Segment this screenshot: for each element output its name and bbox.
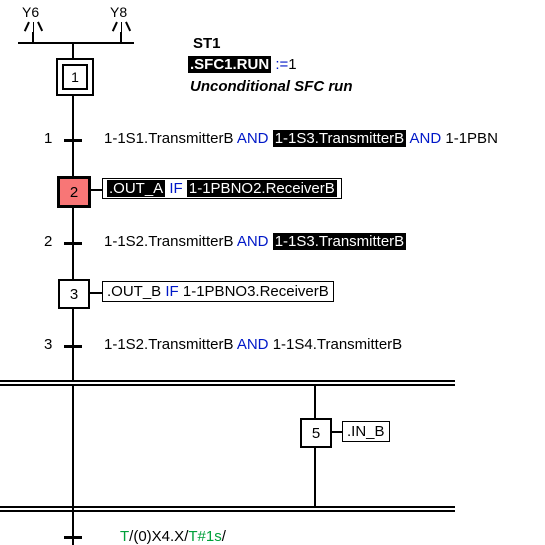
action-connector — [330, 431, 342, 433]
step-5[interactable]: 5 — [300, 418, 332, 448]
and-keyword: AND — [237, 233, 269, 250]
t1-c: 1-1PBN — [445, 130, 498, 147]
vline-bottom — [72, 512, 74, 545]
sfc-diagram: Y6 Y8 ST1 .SFC1.RUN :=1 Unconditional SF… — [0, 0, 545, 545]
axis-label-y8: Y8 — [110, 4, 127, 20]
if-keyword: IF — [169, 180, 182, 197]
transition-3-num: 3 — [44, 336, 52, 353]
bf-tail: T#1s — [188, 528, 221, 545]
action-connector — [88, 189, 102, 191]
step-2-label: 2 — [70, 184, 78, 201]
hline — [18, 42, 134, 44]
bf-t: T — [120, 528, 129, 545]
transition-tick-icon[interactable] — [64, 242, 82, 245]
step-3[interactable]: 3 — [58, 279, 90, 309]
transition-1-num: 1 — [44, 130, 52, 147]
vline-to-step5 — [314, 386, 316, 418]
transition-1-expr: 1-1S1.TransmitterB AND 1-1S3.Transmitter… — [104, 130, 498, 147]
st-label: ST1 — [193, 35, 221, 52]
t1-b: 1-1S3.TransmitterB — [273, 130, 407, 147]
action-connector — [88, 292, 102, 294]
sfc-run-line: .SFC1.RUN :=1 — [188, 56, 297, 73]
transition-tick-icon[interactable] — [64, 139, 82, 142]
subtitle: Unconditional SFC run — [190, 78, 353, 95]
t3-b: 1-1S4.TransmitterB — [273, 336, 403, 353]
a3-out: .OUT_B — [107, 283, 161, 300]
and-keyword: AND — [237, 336, 269, 353]
assign-val: 1 — [288, 56, 296, 73]
t2-b: 1-1S3.TransmitterB — [273, 233, 407, 250]
and-keyword: AND — [410, 130, 442, 147]
vline — [120, 32, 122, 42]
bottom-fragment: T/(0)X4.X/T#1s/ — [120, 528, 226, 545]
t2-a: 1-1S2.TransmitterB — [104, 233, 234, 250]
bf-mid: /(0)X4.X/ — [129, 528, 188, 545]
a3-cond: 1-1PBNO3.ReceiverB — [183, 283, 329, 300]
and-keyword: AND — [237, 130, 269, 147]
assign-op: := — [275, 56, 288, 73]
transition-2-num: 2 — [44, 233, 52, 250]
sfc-run-var: .SFC1.RUN — [188, 56, 271, 73]
step-2-action[interactable]: .OUT_A IF 1-1PBNO2.ReceiverB — [102, 178, 342, 199]
step-5-label: 5 — [312, 425, 320, 442]
step-3-action[interactable]: .OUT_B IF 1-1PBNO3.ReceiverB — [102, 281, 334, 302]
simultaneous-divergence — [0, 380, 455, 386]
divergence-mark-icon — [26, 22, 40, 32]
step-5-action[interactable]: .IN_B — [342, 421, 390, 442]
step-1-label: 1 — [62, 64, 88, 90]
transition-tick-icon[interactable] — [64, 345, 82, 348]
simultaneous-convergence — [0, 506, 455, 512]
step-3-label: 3 — [70, 286, 78, 303]
t3-a: 1-1S2.TransmitterB — [104, 336, 234, 353]
a2-cond: 1-1PBNO2.ReceiverB — [187, 180, 337, 197]
step-2-active[interactable]: 2 — [57, 176, 91, 208]
if-keyword: IF — [165, 283, 178, 300]
vline-below-step5 — [314, 446, 316, 506]
transition-2-expr: 1-1S2.TransmitterB AND 1-1S3.Transmitter… — [104, 233, 406, 250]
transition-3-expr: 1-1S2.TransmitterB AND 1-1S4.Transmitter… — [104, 336, 402, 353]
t1-a: 1-1S1.TransmitterB — [104, 130, 234, 147]
step-1-initial[interactable]: 1 — [56, 58, 94, 96]
a5-out: .IN_B — [347, 423, 385, 440]
divergence-mark-icon — [114, 22, 128, 32]
a2-out: .OUT_A — [107, 180, 165, 197]
axis-label-y6: Y6 — [22, 4, 39, 20]
vline — [32, 32, 34, 42]
